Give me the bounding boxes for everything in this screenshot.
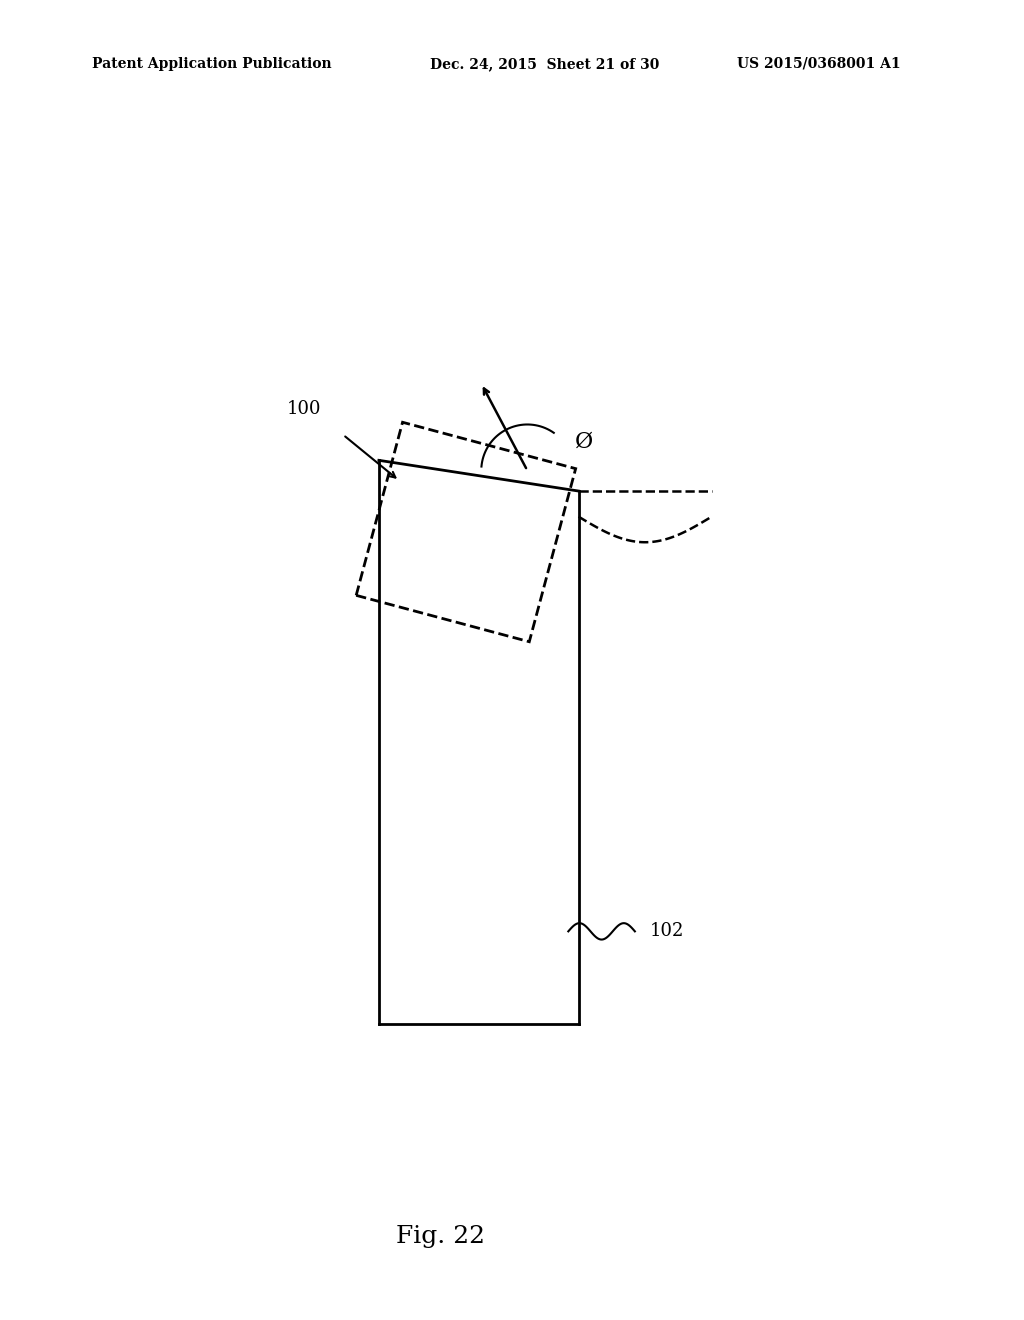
Text: Patent Application Publication: Patent Application Publication — [92, 57, 332, 71]
Text: US 2015/0368001 A1: US 2015/0368001 A1 — [737, 57, 901, 71]
Text: 102: 102 — [650, 923, 685, 940]
Text: 100: 100 — [287, 400, 322, 418]
Bar — [356, 422, 575, 642]
Text: Ø: Ø — [574, 430, 593, 453]
Text: Fig. 22: Fig. 22 — [396, 1225, 484, 1247]
Text: Dec. 24, 2015  Sheet 21 of 30: Dec. 24, 2015 Sheet 21 of 30 — [430, 57, 659, 71]
